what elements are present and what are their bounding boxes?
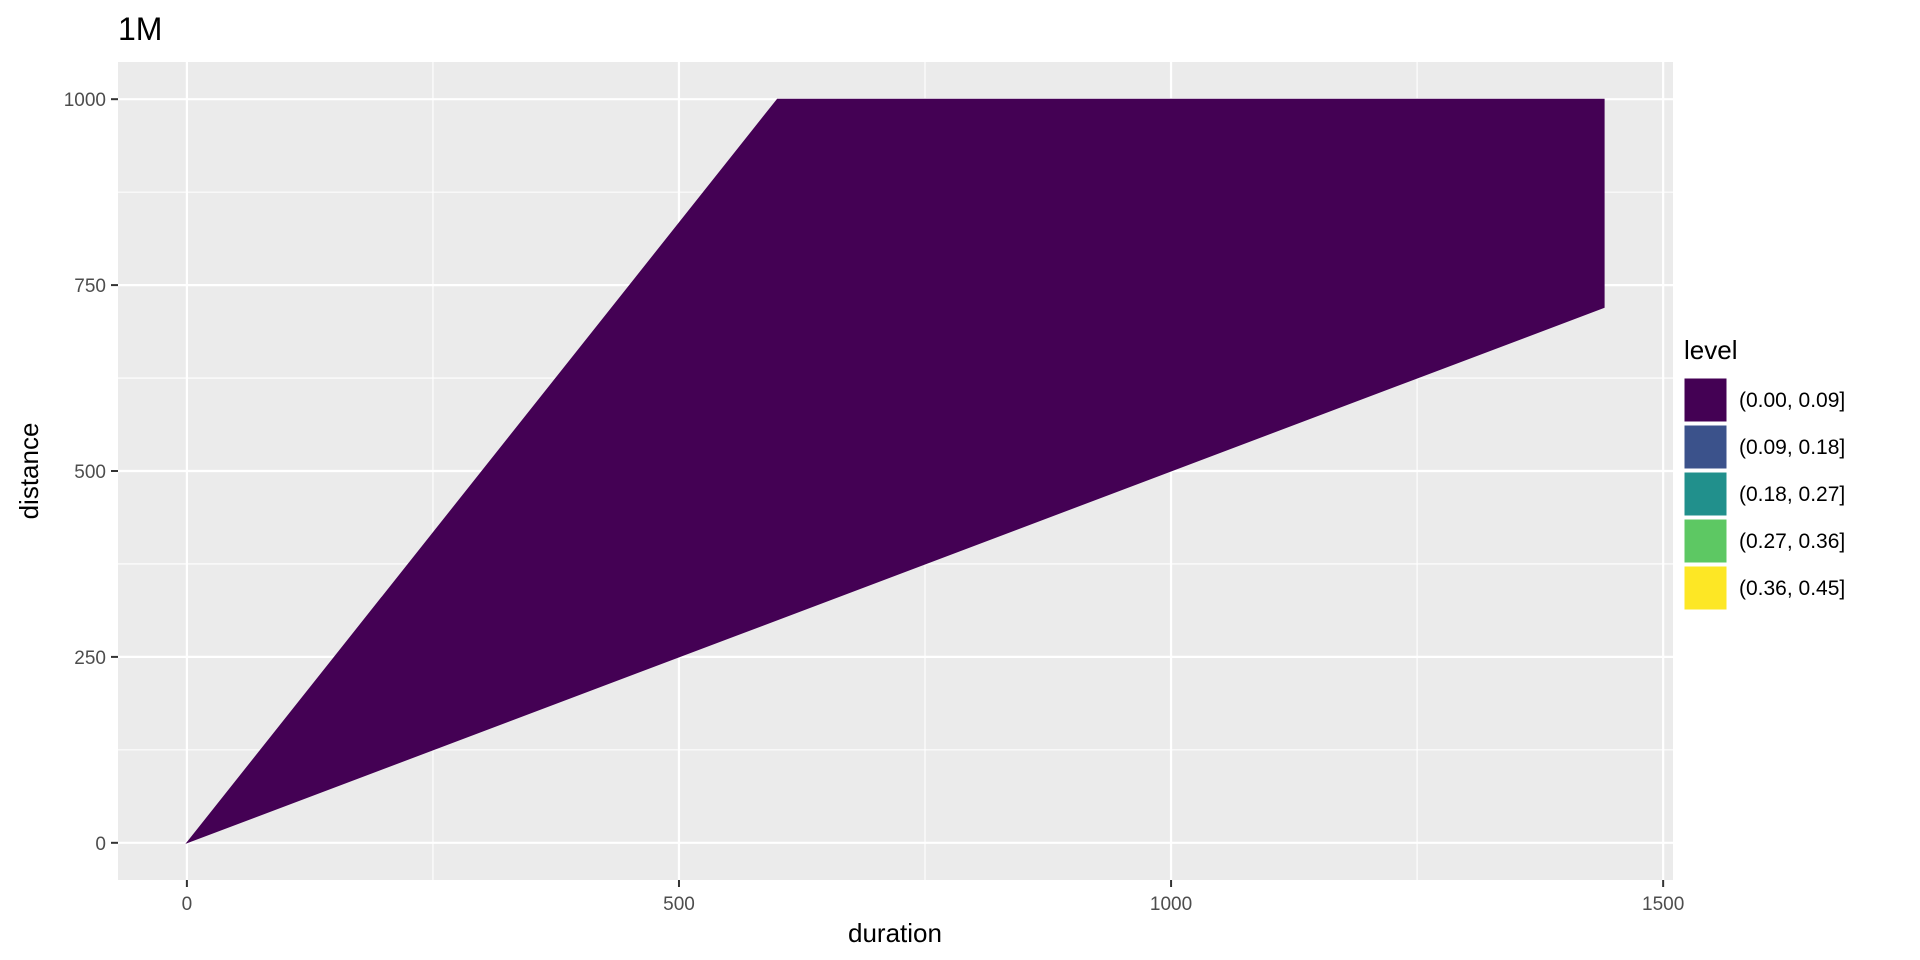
legend-label: (0.00, 0.09]: [1739, 389, 1845, 412]
legend-label: (0.27, 0.36]: [1739, 530, 1845, 553]
legend: level (0.00, 0.09] (0.09, 0.18] (0.18, 0.2…: [1683, 335, 1845, 611]
y-tick-label: 1000: [64, 90, 106, 111]
region-polygon: [185, 98, 1605, 844]
legend-title: level: [1684, 335, 1737, 365]
legend-label: (0.18, 0.27]: [1739, 483, 1845, 506]
y-tick-label: 0: [95, 834, 106, 855]
data-regions: [185, 98, 1605, 844]
legend-key: [1683, 471, 1728, 517]
legend-key: [1683, 424, 1728, 470]
x-axis-title: duration: [848, 918, 942, 948]
legend-key: [1683, 565, 1728, 611]
x-tick-label: 1000: [1150, 894, 1192, 915]
x-axis: 0 500 1000 1500: [182, 880, 1684, 915]
y-tick-label: 250: [74, 648, 106, 669]
legend-key: [1683, 518, 1728, 564]
x-tick-label: 500: [663, 894, 695, 915]
x-tick-label: 0: [182, 894, 193, 915]
y-axis-title: distance: [14, 423, 44, 520]
legend-key: [1683, 377, 1728, 423]
y-tick-label: 500: [74, 462, 106, 483]
legend-entries: (0.00, 0.09] (0.09, 0.18] (0.18, 0.27] (0.2…: [1683, 377, 1845, 611]
x-tick-label: 1500: [1642, 894, 1684, 915]
legend-label: (0.09, 0.18]: [1739, 436, 1845, 459]
y-axis: 0 250 500 750 1000: [64, 90, 118, 855]
chart-title: 1M: [118, 11, 162, 47]
y-tick-label: 750: [74, 276, 106, 297]
legend-label: (0.36, 0.45]: [1739, 577, 1845, 600]
